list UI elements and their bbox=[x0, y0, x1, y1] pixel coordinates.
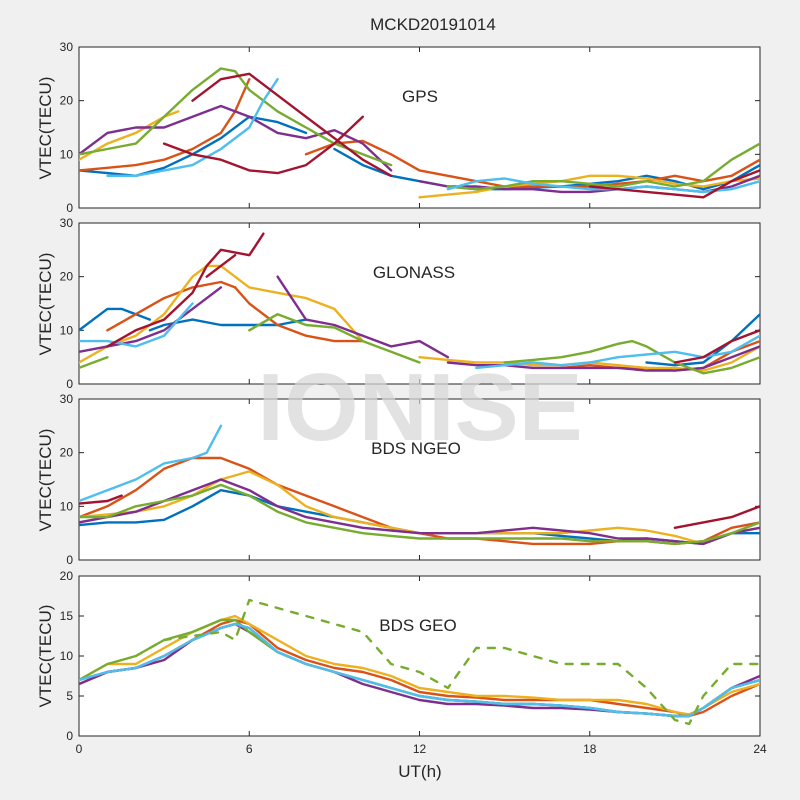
panel-glonass-series-line bbox=[645, 313, 760, 367]
panel-gps-series-line bbox=[79, 104, 393, 172]
panel-bds-ngeo: 0 10 20 30 BDS NGEO VTEC(TECU) bbox=[36, 392, 761, 567]
panel-glonass-series-line bbox=[79, 286, 223, 353]
x-tick-label: 12 bbox=[413, 742, 427, 756]
x-tick-label: 24 bbox=[753, 742, 767, 756]
panel-bds-geo-ylabel: VTEC(TECU) bbox=[36, 605, 55, 708]
panel-glonass-series-line bbox=[503, 339, 760, 375]
panel-glonass: 0 10 20 30 GLONASS VTEC(TECU) bbox=[36, 216, 761, 391]
panel-gps-ytick-label: 30 bbox=[60, 40, 74, 54]
panel-gps: 0 10 20 30 GPS VTEC(TECU) bbox=[36, 40, 761, 215]
panel-glonass-ytick-label: 10 bbox=[60, 323, 74, 337]
panel-bds-geo-ytick-label: 10 bbox=[60, 649, 74, 663]
panel-bds-geo-ytick-label: 0 bbox=[66, 729, 73, 743]
panel-bds-geo-ytick-label: 20 bbox=[60, 569, 74, 583]
panel-bds-geo-series-line bbox=[134, 598, 760, 726]
panel-gps-ytick-label: 0 bbox=[66, 201, 73, 215]
panel-gps-series-line bbox=[79, 77, 251, 172]
x-tick-label: 0 bbox=[76, 742, 83, 756]
panel-gps-series-line bbox=[588, 169, 760, 199]
panel-glonass-ytick-label: 30 bbox=[60, 216, 74, 230]
panel-glonass-series-line bbox=[560, 339, 760, 372]
panel-gps-series-line bbox=[79, 110, 180, 161]
panel-gps-label: GPS bbox=[402, 87, 438, 106]
panel-bds-ngeo-series-line bbox=[79, 478, 760, 546]
panel-bds-geo-ytick-label: 15 bbox=[60, 609, 74, 623]
panel-bds-geo-axes bbox=[78, 575, 761, 737]
panel-glonass-series-line bbox=[79, 302, 194, 348]
panel-bds-ngeo-ytick-label: 0 bbox=[66, 553, 73, 567]
panel-bds-ngeo-ytick-label: 10 bbox=[60, 499, 74, 513]
chart-title: MCKD20191014 bbox=[370, 15, 496, 34]
panel-glonass-series-line bbox=[79, 356, 109, 370]
panel-bds-geo: 0 5 10 15 20 0 6 12 18 24 BDS GEO VTEC(TECU) bbox=[36, 569, 767, 756]
panel-glonass-series-line bbox=[276, 275, 450, 359]
panel-glonass-series-line bbox=[673, 329, 760, 364]
panel-gps-series-line bbox=[304, 139, 760, 188]
panel-glonass-series-line bbox=[106, 232, 265, 348]
panel-glonass-ytick-label: 20 bbox=[60, 270, 74, 284]
panel-glonass-series-line bbox=[106, 280, 237, 332]
panel-glonass-ylabel: VTEC(TECU) bbox=[36, 253, 55, 356]
panel-gps-series-line bbox=[191, 72, 393, 178]
panel-bds-ngeo-series-line bbox=[673, 505, 760, 529]
panel-bds-geo-label: BDS GEO bbox=[379, 616, 456, 635]
panel-glonass-series-line bbox=[233, 286, 364, 343]
panel-bds-ngeo-ylabel: VTEC(TECU) bbox=[36, 429, 55, 532]
panel-glonass-series-line bbox=[248, 313, 421, 364]
panel-bds-geo-ytick-label: 5 bbox=[66, 689, 73, 703]
panel-gps-ylabel: VTEC(TECU) bbox=[36, 77, 55, 180]
x-tick-label: 18 bbox=[583, 742, 597, 756]
panel-bds-geo-series-line bbox=[79, 622, 760, 718]
panel-gps-ytick-label: 20 bbox=[60, 94, 74, 108]
panel-glonass-series-line bbox=[79, 307, 152, 332]
panel-glonass-ytick-label: 0 bbox=[66, 377, 73, 391]
panel-gps-series-line bbox=[446, 142, 760, 191]
x-tick-label: 6 bbox=[246, 742, 253, 756]
watermark-text: IONISE bbox=[257, 354, 582, 461]
x-axis-label: UT(h) bbox=[398, 762, 441, 781]
panel-glonass-label: GLONASS bbox=[373, 263, 455, 282]
panel-bds-ngeo-ytick-label: 20 bbox=[60, 446, 74, 460]
panel-bds-ngeo-ytick-label: 30 bbox=[60, 392, 74, 406]
panel-glonass-series-line bbox=[205, 253, 237, 278]
panel-gps-series-line bbox=[418, 174, 760, 199]
panel-glonass-series-line bbox=[475, 334, 760, 370]
panel-bds-ngeo-label: BDS NGEO bbox=[371, 439, 461, 458]
panel-bds-ngeo-series-line bbox=[79, 424, 223, 503]
panel-gps-ytick-label: 10 bbox=[60, 147, 74, 161]
panel-gps-series-line bbox=[446, 177, 760, 194]
panel-bds-ngeo-series-line bbox=[79, 483, 760, 546]
panel-gps-series-line bbox=[162, 115, 364, 175]
panel-bds-ngeo-series-line bbox=[79, 494, 123, 505]
